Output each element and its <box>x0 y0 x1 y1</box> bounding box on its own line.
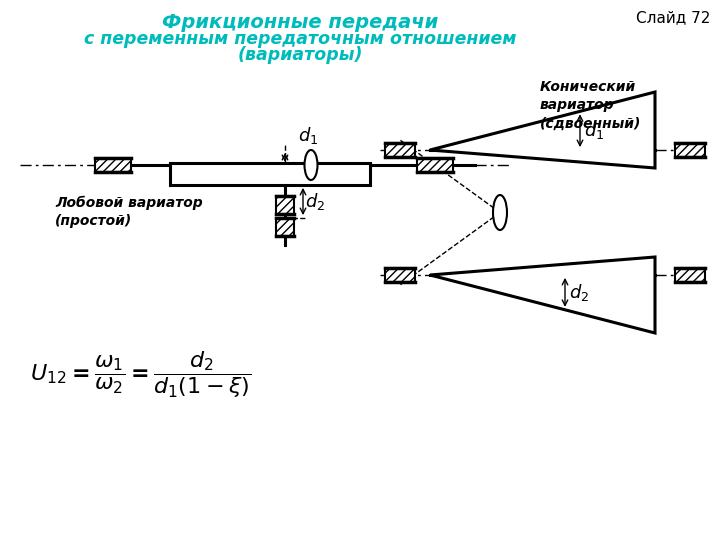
Text: Лобовой вариатор
(простой): Лобовой вариатор (простой) <box>55 195 202 228</box>
Bar <box>385 143 415 157</box>
Polygon shape <box>430 92 655 168</box>
Bar <box>675 143 705 157</box>
Bar <box>675 268 705 282</box>
Text: (вариаторы): (вариаторы) <box>238 46 363 64</box>
Bar <box>276 196 294 214</box>
Bar <box>675 143 705 157</box>
Bar <box>170 163 370 185</box>
Ellipse shape <box>305 150 318 180</box>
Bar <box>95 158 131 172</box>
Bar <box>95 158 131 172</box>
Ellipse shape <box>493 195 507 230</box>
Bar <box>417 158 453 172</box>
Text: $\mathit{d}_1$: $\mathit{d}_1$ <box>298 125 318 146</box>
Polygon shape <box>430 257 655 333</box>
Text: $\mathit{d}_2$: $\mathit{d}_2$ <box>569 282 589 303</box>
Bar <box>385 143 415 157</box>
Bar <box>276 196 294 214</box>
Bar <box>276 218 294 236</box>
Bar <box>417 158 453 172</box>
Bar <box>276 218 294 236</box>
Text: Фрикционные передачи: Фрикционные передачи <box>162 13 438 32</box>
Text: $\mathit{d}_2$: $\mathit{d}_2$ <box>305 191 325 212</box>
Text: $\mathit{d}_1$: $\mathit{d}_1$ <box>584 120 604 141</box>
Text: Слайд 72: Слайд 72 <box>636 10 710 25</box>
Bar <box>385 268 415 282</box>
Bar <box>385 268 415 282</box>
Text: $\boldsymbol{U_{12} = \dfrac{\omega_1}{\omega_2} = \dfrac{d_2}{d_1(1-\xi)}}$: $\boldsymbol{U_{12} = \dfrac{\omega_1}{\… <box>30 350 251 400</box>
Bar <box>675 268 705 282</box>
Text: Конический
вариатор
(сдвоенный): Конический вариатор (сдвоенный) <box>540 80 642 131</box>
Text: с переменным передаточным отношением: с переменным передаточным отношением <box>84 30 516 48</box>
